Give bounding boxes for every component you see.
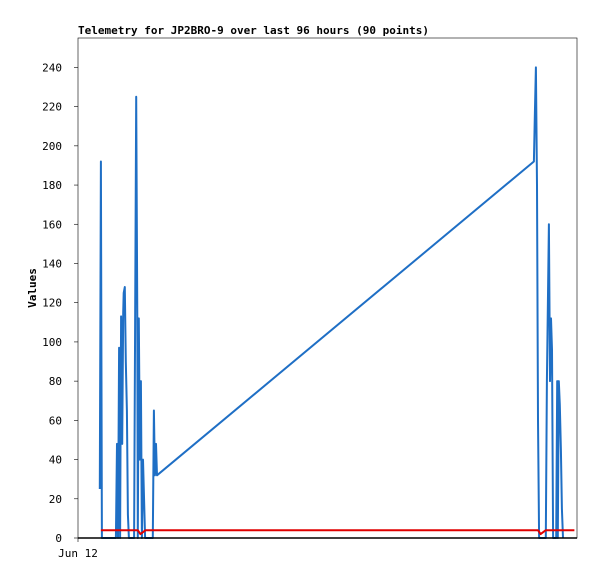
y-tick-label: 200 [42, 140, 62, 153]
y-tick-label: 20 [49, 493, 62, 506]
chart-title: Telemetry for JP2BRO-9 over last 96 hour… [78, 24, 429, 37]
y-tick-label: 180 [42, 179, 62, 192]
series-line [100, 529, 575, 536]
y-tick-label: 60 [49, 414, 62, 427]
y-tick-label: 80 [49, 375, 62, 388]
y-tick-label: 100 [42, 336, 62, 349]
y-tick-label: 220 [42, 101, 62, 114]
x-tick-label: Jun 12 [58, 547, 98, 560]
y-tick-label: 0 [55, 532, 62, 545]
y-tick-label: 240 [42, 61, 62, 74]
y-tick-label: 40 [49, 454, 62, 467]
y-tick-label: 160 [42, 218, 62, 231]
y-tick-label: 140 [42, 257, 62, 270]
y-tick-label: 120 [42, 297, 62, 310]
y-axis-label: Values [26, 268, 39, 308]
